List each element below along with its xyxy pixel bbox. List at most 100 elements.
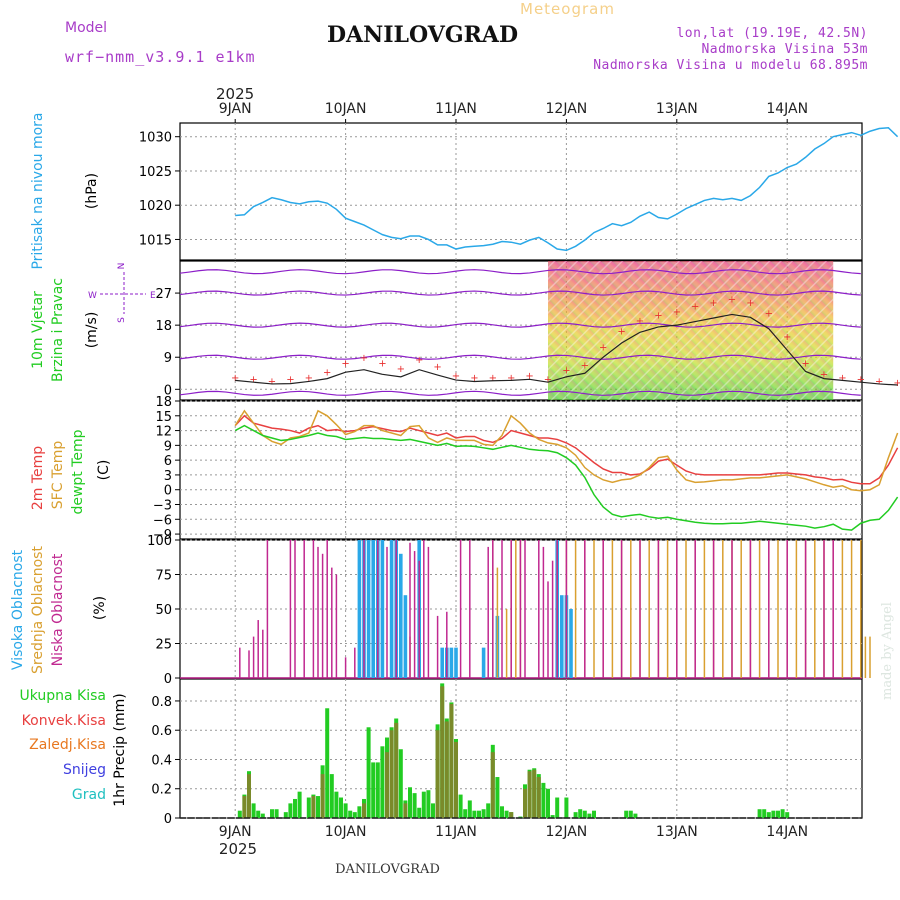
precip-total-bar [757,809,762,818]
precip-total-bar [357,806,362,818]
cloud-low-bar [694,540,696,678]
precip-total-bar [431,803,435,818]
cloud-low-bar [395,540,397,678]
cloud-high-bar [454,647,458,678]
cloud-mid-bar [505,609,508,678]
precip-total-bar [766,812,771,818]
precip-convective-bar [320,774,325,818]
cloud-low-bar [335,574,338,678]
gust-marker: + [415,355,423,366]
cloud-low-bar [639,540,641,678]
precip-total-bar [412,793,417,818]
cloud-mid-bar [685,540,687,678]
cloud-low-bar [556,540,558,678]
cloud-mid-bar [703,540,706,678]
precip-total-bar [776,810,780,818]
meteogram-label: Meteogram [520,0,615,18]
gust-marker: + [397,364,405,375]
strong-wind-hatch [548,261,834,400]
precip-convective-bar [527,771,532,818]
precip-convective-bar [389,730,394,818]
top-day-label: 9JAN [219,101,252,117]
pressure-label: Pritisak na nivou mora [30,112,46,269]
y-tick-label: −9 [153,528,172,543]
precip-total-bar [283,812,288,818]
precip-total-bar [573,812,578,818]
legend-hail: Grad [72,787,106,803]
cloud-mid-bar [850,540,853,678]
precip-total-bar [352,812,357,818]
gust-marker: + [857,375,865,386]
cloud-mid-bar [841,540,844,678]
precip-total-bar [408,787,412,818]
cloud-mid-bar [648,540,650,678]
wind-barb-row [179,322,861,328]
gust-marker: + [562,366,570,377]
cloud-low-label: Niska Oblacnost [50,553,66,666]
cloud-low-bar [804,540,807,678]
precip-total-bar [578,809,583,818]
cloud-low-bar [731,540,733,678]
wind-label-1: 10m Vjetar [30,291,46,369]
precip-total-bar [260,813,265,818]
gust-marker: + [323,367,331,378]
elevation-info: Nadmorska Visina 53m [701,42,868,57]
cloud-low-bar [487,546,489,678]
cloud-low-bar [418,560,420,678]
cloud-low-bar [409,542,411,678]
precip-total-bar [592,810,596,818]
cloud-low-bar [436,615,439,678]
cloud-low-bar [446,611,448,678]
cloud-low-bar [257,620,259,678]
cloud-high-bar [357,540,362,678]
gust-marker: + [599,343,607,354]
precip-total-bar [274,809,279,818]
y-tick-label: 0.2 [151,783,172,798]
y-tick-label: 0 [164,484,172,499]
cloud-mid-bar [869,636,871,678]
precip-total-bar [555,797,560,818]
precip-total-bar [587,813,592,818]
gust-marker: + [893,378,900,389]
cloud-high-bar [449,647,454,678]
top-day-label: 13JAN [656,101,698,117]
precip-total-bar [546,788,550,818]
precip-total-bar [477,810,481,818]
dewpoint-line [234,424,899,531]
cloud-high-bar [403,595,408,678]
gust-marker: + [286,375,294,386]
y-tick-label: 75 [155,569,172,584]
y-tick-label: 1015 [139,233,172,248]
precip-total-bar [541,782,546,818]
cloud-low-bar [524,540,526,678]
gust-marker: + [636,316,644,327]
precip-convective-bar [311,796,316,818]
cloud-mid-bar [722,540,724,678]
cloud-low-bar [377,540,379,678]
cloud-low-bar [584,540,586,678]
cloud-low-bar [248,650,250,678]
y-tick-label: 0 [164,672,172,687]
cloud-high-bar [389,540,394,678]
precip-convective-bar [509,812,514,818]
precip-total-bar [256,810,261,818]
top-day-label: 14JAN [766,101,808,117]
precip-total-bar [504,810,509,818]
gust-marker: + [378,359,386,370]
precip-total-bar [486,803,491,818]
cloud-low-bar [551,560,554,678]
precip-total-bar [564,797,569,818]
y-tick-label: −3 [153,499,172,514]
cloud-mid-bar [758,540,761,678]
panel-frame [179,400,863,540]
cloud-mid-bar [496,567,499,678]
cloud-low-bar [832,540,834,678]
temp-2m-line [234,414,899,485]
cloud-low-bar [252,636,255,678]
precip-total-bar [495,777,500,818]
pressure-unit: (hPa) [84,173,100,209]
cloud-high-bar [481,647,486,678]
wind-barb-row [179,354,861,360]
precip-total-bar [500,806,504,818]
precip-total-bar [366,727,371,818]
